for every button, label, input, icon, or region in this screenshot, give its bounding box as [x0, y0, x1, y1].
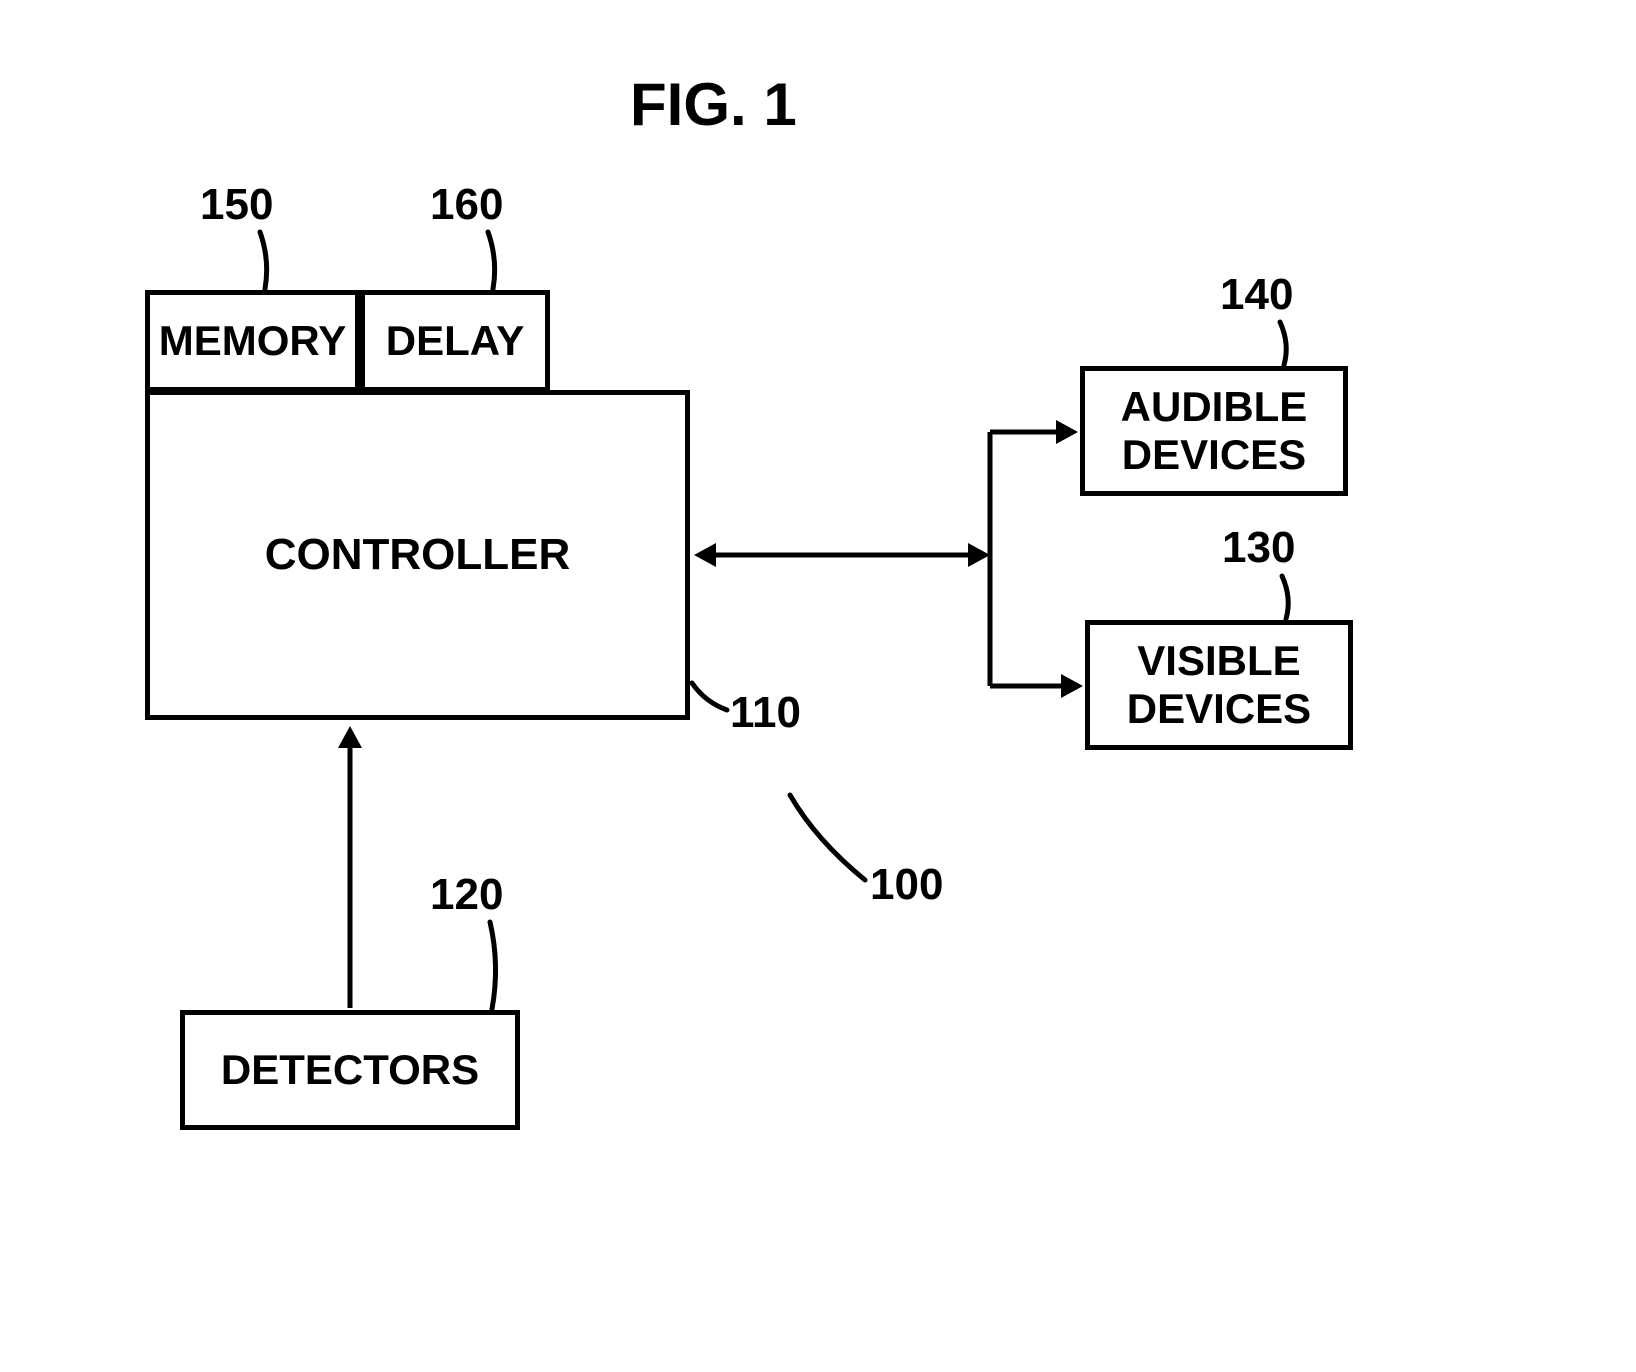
audible-label-line2: DEVICES	[1121, 431, 1308, 479]
memory-label: MEMORY	[159, 317, 346, 365]
audible-ref: 140	[1220, 270, 1293, 320]
delay-label: DELAY	[386, 317, 525, 365]
visible-label-line2: DEVICES	[1127, 685, 1311, 733]
detectors-ref: 120	[430, 870, 503, 920]
controller-ref: 110	[730, 688, 801, 738]
visible-ref: 130	[1222, 523, 1295, 573]
detectors-block: DETECTORS	[180, 1010, 520, 1130]
detectors-label: DETECTORS	[221, 1046, 479, 1094]
memory-ref: 150	[200, 180, 273, 230]
figure-title: FIG. 1	[630, 70, 797, 139]
assembly-ref: 100	[870, 860, 943, 910]
visible-label-line1: VISIBLE	[1127, 637, 1311, 685]
delay-block: DELAY	[360, 290, 550, 392]
audible-devices-block: AUDIBLE DEVICES	[1080, 366, 1348, 496]
controller-label: CONTROLLER	[265, 530, 571, 580]
visible-devices-block: VISIBLE DEVICES	[1085, 620, 1353, 750]
controller-block: CONTROLLER	[145, 390, 690, 720]
memory-block: MEMORY	[145, 290, 360, 392]
delay-ref: 160	[430, 180, 503, 230]
audible-label-line1: AUDIBLE	[1121, 383, 1308, 431]
